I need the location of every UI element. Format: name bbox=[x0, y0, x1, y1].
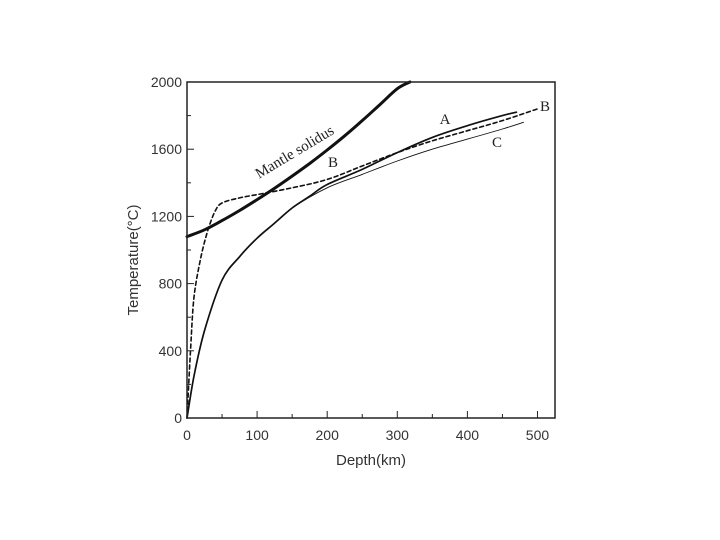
annotation-b-inner: B bbox=[328, 155, 338, 171]
y-tick-label: 0 bbox=[174, 410, 182, 426]
series-line-c bbox=[186, 121, 524, 419]
series-line-a bbox=[186, 111, 518, 419]
x-tick-label: 100 bbox=[245, 427, 269, 443]
x-tick-label: 400 bbox=[456, 427, 480, 443]
x-tick-label: 200 bbox=[316, 427, 340, 443]
x-axis-label: Depth(km) bbox=[336, 452, 406, 469]
series-layer bbox=[185, 80, 539, 419]
series-line-mantle-solidus bbox=[185, 80, 412, 239]
y-tick-label: 800 bbox=[159, 276, 183, 292]
annotation-a: A bbox=[440, 112, 451, 128]
annotation-b-end: B bbox=[540, 99, 550, 115]
y-tick-label: 1600 bbox=[151, 141, 182, 157]
y-axis-label: Temperature(°C) bbox=[125, 204, 142, 315]
y-tick-label: 400 bbox=[159, 343, 183, 359]
axis-layer: 0 100 200 300 400 500 0 400 800 1200 1600 2000 bbox=[151, 74, 550, 443]
x-tick-label: 500 bbox=[526, 427, 550, 443]
y-tick-label: 2000 bbox=[151, 74, 182, 90]
y-tick-label: 1200 bbox=[151, 208, 182, 224]
annotation-c: C bbox=[492, 135, 502, 151]
x-tick-label: 300 bbox=[386, 427, 410, 443]
x-tick-label: 0 bbox=[183, 427, 191, 443]
series-line-b bbox=[186, 108, 539, 419]
plot-frame bbox=[186, 81, 556, 419]
